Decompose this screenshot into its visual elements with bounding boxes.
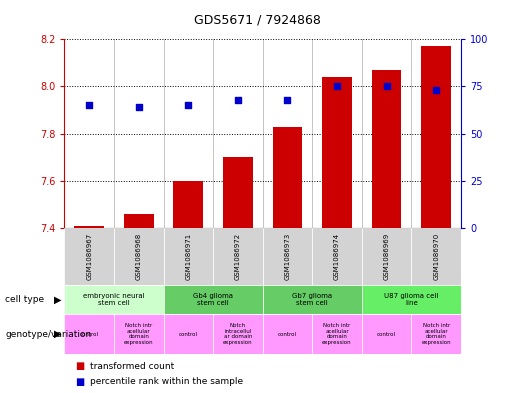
Bar [362, 285, 461, 314]
Text: GSM1086968: GSM1086968 [136, 233, 142, 280]
Text: GDS5671 / 7924868: GDS5671 / 7924868 [194, 14, 321, 27]
Bar [421, 46, 451, 228]
Bar [263, 285, 362, 314]
Text: Gb4 glioma
stem cell: Gb4 glioma stem cell [193, 293, 233, 306]
Bar [223, 157, 253, 228]
Bar [411, 314, 461, 354]
Text: Notch intr
acellular
domain
expression: Notch intr acellular domain expression [124, 323, 153, 345]
Bar [272, 127, 302, 228]
Bar [74, 226, 104, 228]
Text: ▶: ▶ [54, 329, 62, 339]
Point [234, 97, 242, 103]
Text: percentile rank within the sample: percentile rank within the sample [90, 378, 243, 386]
Bar [312, 228, 362, 285]
Bar [174, 181, 203, 228]
Text: GSM1086969: GSM1086969 [384, 233, 389, 280]
Text: U87 glioma cell
line: U87 glioma cell line [384, 293, 439, 306]
Text: transformed count: transformed count [90, 362, 175, 371]
Bar [163, 285, 263, 314]
Text: control: control [278, 332, 297, 336]
Bar [213, 228, 263, 285]
Text: GSM1086971: GSM1086971 [185, 233, 191, 280]
Point [134, 104, 143, 110]
Text: ■: ■ [75, 361, 84, 371]
Text: ■: ■ [75, 377, 84, 387]
Point [432, 87, 440, 94]
Bar [362, 228, 411, 285]
Text: ▶: ▶ [54, 295, 62, 305]
Bar [213, 314, 263, 354]
Text: embryonic neural
stem cell: embryonic neural stem cell [83, 293, 145, 306]
Text: control: control [179, 332, 198, 336]
Bar [64, 285, 163, 314]
Bar [124, 214, 153, 228]
Bar [114, 314, 163, 354]
Text: GSM1086973: GSM1086973 [284, 233, 290, 280]
Bar [114, 228, 163, 285]
Bar [372, 70, 402, 228]
Point [283, 97, 291, 103]
Bar [64, 228, 114, 285]
Point [85, 102, 93, 108]
Bar [312, 314, 362, 354]
Point [333, 83, 341, 90]
Bar [163, 314, 213, 354]
Bar [263, 314, 312, 354]
Text: genotype/variation: genotype/variation [5, 330, 91, 338]
Point [184, 102, 193, 108]
Text: Notch
intracellul
ar domain
expression: Notch intracellul ar domain expression [223, 323, 253, 345]
Text: Gb7 glioma
stem cell: Gb7 glioma stem cell [292, 293, 332, 306]
Text: Notch intr
acellular
domain
expression: Notch intr acellular domain expression [322, 323, 352, 345]
Text: cell type: cell type [5, 295, 44, 304]
Text: GSM1086967: GSM1086967 [86, 233, 92, 280]
Bar [411, 228, 461, 285]
Bar [163, 228, 213, 285]
Text: GSM1086970: GSM1086970 [433, 233, 439, 280]
Text: GSM1086972: GSM1086972 [235, 233, 241, 280]
Text: control: control [80, 332, 99, 336]
Text: GSM1086974: GSM1086974 [334, 233, 340, 280]
Bar [64, 314, 114, 354]
Point [383, 83, 391, 90]
Text: Notch intr
acellular
domain
expression: Notch intr acellular domain expression [421, 323, 451, 345]
Bar [322, 77, 352, 228]
Bar [263, 228, 312, 285]
Text: control: control [377, 332, 396, 336]
Bar [362, 314, 411, 354]
